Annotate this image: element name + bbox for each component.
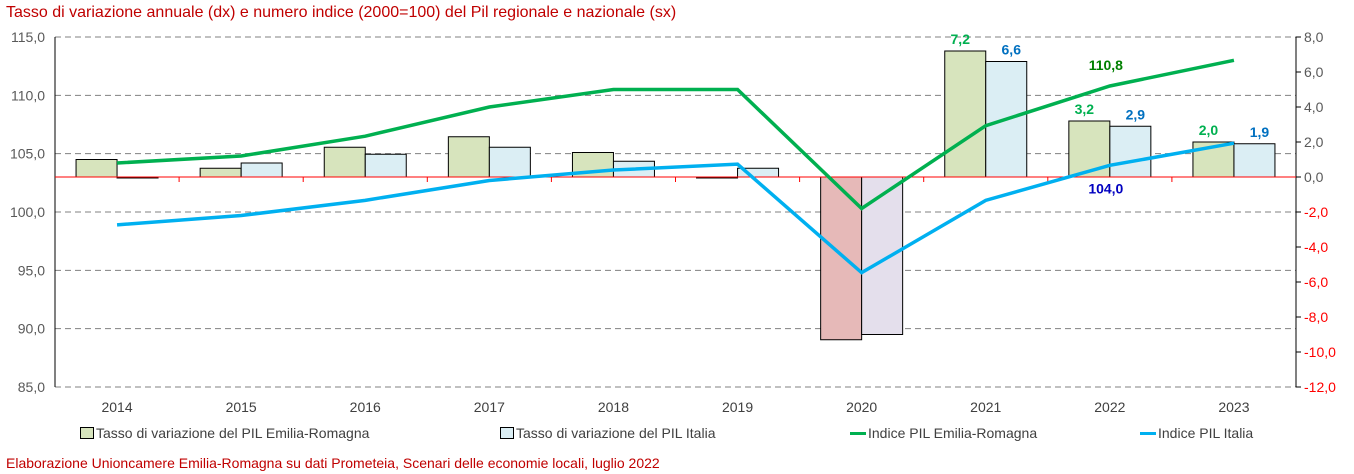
left-axis-tick-label: 110,0: [11, 87, 45, 103]
legend-label: Indice PIL Emilia-Romagna: [868, 425, 1038, 441]
bar-data-label: 6,6: [1002, 42, 1022, 58]
left-axis-tick-label: 115,0: [11, 29, 45, 45]
left-axis-tick-label: 95,0: [18, 262, 45, 278]
bar: [944, 50, 987, 178]
right-axis-tick-label: -4,0: [1304, 239, 1328, 255]
left-axis-tick-label: 90,0: [18, 321, 45, 337]
legend-swatch: [850, 431, 866, 435]
legend-label: Tasso di variazione del PIL Emilia-Romag…: [96, 425, 370, 441]
right-axis-tick-label: -2,0: [1304, 204, 1328, 220]
right-axis-tick-label: -8,0: [1304, 309, 1328, 325]
legend-item-bar-it: Tasso di variazione del PIL Italia: [500, 425, 715, 441]
x-axis-tick-label: 2016: [350, 399, 381, 415]
right-axis-tick-label: 6,0: [1304, 64, 1324, 80]
x-axis-tick-label: 2017: [474, 399, 505, 415]
left-axis-tick-label: 105,0: [10, 146, 45, 162]
bar-data-label: 2,0: [1199, 122, 1219, 138]
bar-data-label: 7,2: [951, 31, 971, 47]
chart-title: Tasso di variazione annuale (dx) e numer…: [6, 4, 677, 21]
line-series: [116, 141, 1235, 275]
legend-label: Tasso di variazione del PIL Italia: [516, 425, 716, 441]
x-axis-tick-label: 2020: [846, 399, 877, 415]
bar: [488, 146, 531, 178]
legend-item-bar-er: Tasso di variazione del PIL Emilia-Romag…: [80, 425, 369, 441]
bar: [75, 159, 118, 178]
legend-swatch: [1140, 431, 1156, 435]
x-axis-tick-label: 2018: [598, 399, 629, 415]
legend-label: Indice PIL Italia: [1158, 425, 1254, 441]
line-series: [116, 58, 1235, 211]
x-axis-tick-label: 2023: [1218, 399, 1249, 415]
line-data-label: 110,8: [1089, 57, 1123, 73]
bar: [364, 153, 407, 178]
bar: [447, 136, 490, 178]
x-axis-tick-label: 2021: [970, 399, 1001, 415]
legend-item-line-er: Indice PIL Emilia-Romagna: [850, 425, 1037, 441]
bar: [1109, 125, 1152, 178]
bar: [1233, 143, 1276, 178]
legend-item-line-it: Indice PIL Italia: [1140, 425, 1253, 441]
x-axis-tick-label: 2022: [1094, 399, 1125, 415]
bar-data-label: 2,9: [1126, 106, 1146, 122]
right-axis-tick-label: 0,0: [1304, 169, 1324, 185]
left-axis-tick-label: 85,0: [18, 379, 45, 395]
bar-data-label: 1,9: [1250, 124, 1270, 140]
right-axis-tick-label: 4,0: [1304, 99, 1324, 115]
source-note: Elaborazione Unioncamere Emilia-Romagna …: [6, 455, 660, 471]
bar: [323, 146, 366, 178]
right-axis-tick-label: 2,0: [1304, 134, 1324, 150]
x-axis-tick-label: 2019: [722, 399, 753, 415]
legend-swatch: [80, 427, 94, 439]
legend-swatch: [500, 427, 514, 439]
left-axis-tick-label: 100,0: [10, 204, 45, 220]
right-axis-tick-label: 8,0: [1304, 29, 1324, 45]
x-axis-tick-label: 2015: [226, 399, 257, 415]
right-axis-tick-label: -6,0: [1304, 274, 1328, 290]
line-data-label: 104,0: [1088, 180, 1123, 196]
right-axis-tick-label: -12,0: [1304, 379, 1336, 395]
bar: [240, 162, 283, 178]
x-axis-tick-label: 2014: [101, 399, 132, 415]
bar: [861, 176, 904, 335]
bar-data-label: 3,2: [1075, 101, 1095, 117]
right-axis-tick-label: -10,0: [1304, 344, 1336, 360]
bar: [199, 167, 242, 178]
